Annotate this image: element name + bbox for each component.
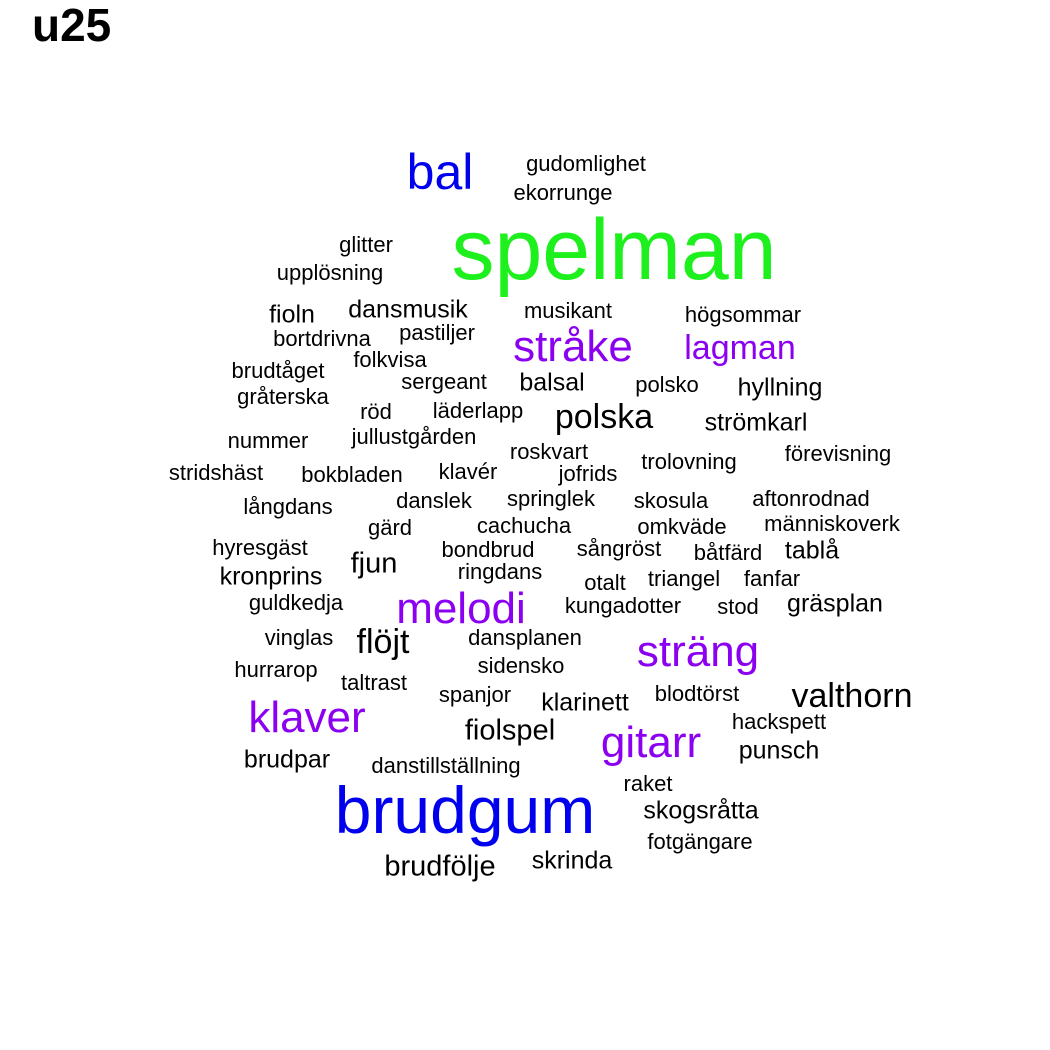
word-skrinda: skrinda bbox=[531, 846, 613, 875]
word-danstillstallning: danstillställning bbox=[371, 753, 521, 778]
word-melodi: melodi bbox=[396, 584, 526, 633]
word-hyresgast: hyresgäst bbox=[212, 535, 308, 560]
word-pastiljer: pastiljer bbox=[399, 320, 475, 345]
word-flojt: flöjt bbox=[356, 623, 410, 661]
word-roskvart: roskvart bbox=[509, 439, 589, 464]
word-fiolspel: fiolspel bbox=[464, 714, 556, 747]
word-lagman: lagman bbox=[684, 329, 796, 367]
word-klaver: klavér bbox=[438, 459, 498, 484]
word-klaver: klaver bbox=[248, 693, 366, 742]
word-fanfar: fanfar bbox=[743, 566, 801, 591]
word-strang: sträng bbox=[636, 627, 760, 676]
word-bondbrud: bondbrud bbox=[441, 537, 535, 562]
word-skogsratta: skogsråtta bbox=[643, 796, 759, 825]
word-fotgangare: fotgängare bbox=[647, 829, 753, 854]
word-strake: stråke bbox=[513, 322, 633, 371]
word-spelman: spelman bbox=[451, 202, 777, 298]
word-hurrarop: hurrarop bbox=[234, 657, 318, 682]
word-folkvisa: folkvisa bbox=[353, 347, 427, 372]
word-forevisning: förevisning bbox=[784, 441, 892, 466]
word-laderlapp: läderlapp bbox=[432, 398, 524, 423]
word-kronprins: kronprins bbox=[219, 562, 323, 591]
word-gitarr: gitarr bbox=[600, 718, 702, 767]
word-sidensko: sidensko bbox=[477, 653, 565, 678]
word-spanjor: spanjor bbox=[438, 682, 512, 707]
word-hackspett: hackspett bbox=[731, 709, 827, 734]
word-brudtaget: brudtåget bbox=[231, 358, 325, 383]
word-sangrost: sångröst bbox=[576, 536, 662, 561]
word-stod: stod bbox=[717, 594, 759, 619]
word-triangel: triangel bbox=[647, 566, 721, 591]
word-blodtorst: blodtörst bbox=[654, 681, 740, 706]
word-jofrids: jofrids bbox=[558, 461, 618, 486]
word-rod: röd bbox=[360, 399, 392, 424]
word-fjun: fjun bbox=[350, 547, 398, 580]
word-ringdans: ringdans bbox=[457, 559, 543, 584]
word-dansmusik: dansmusik bbox=[348, 295, 468, 324]
word-bortdrivna: bortdrivna bbox=[273, 326, 371, 351]
word-brudgum: brudgum bbox=[334, 773, 596, 847]
word-nummer: nummer bbox=[227, 428, 309, 453]
word-bokbladen: bokbladen bbox=[301, 462, 403, 487]
word-kungadotter: kungadotter bbox=[564, 593, 682, 618]
word-polsko: polsko bbox=[635, 372, 699, 397]
word-taltrast: taltrast bbox=[340, 670, 408, 695]
word-brudpar: brudpar bbox=[243, 745, 331, 774]
word-balsal: balsal bbox=[519, 368, 585, 397]
word-klarinett: klarinett bbox=[541, 688, 629, 717]
word-batfard: båtfärd bbox=[693, 540, 763, 565]
word-dansplanen: dansplanen bbox=[468, 625, 582, 650]
word-glitter: glitter bbox=[339, 232, 393, 257]
word-trolovning: trolovning bbox=[641, 449, 737, 474]
word-brudfolje: brudfölje bbox=[384, 850, 496, 883]
word-hogsommar: högsommar bbox=[684, 302, 802, 327]
word-polska: polska bbox=[554, 398, 654, 436]
word-fioln: fioln bbox=[269, 300, 315, 329]
word-springlek: springlek bbox=[506, 486, 596, 511]
word-omkvade: omkväde bbox=[637, 514, 727, 539]
word-otalt: otalt bbox=[584, 570, 626, 595]
word-danslek: danslek bbox=[396, 488, 472, 513]
word-stromkarl: strömkarl bbox=[704, 408, 808, 437]
page-title: u25 bbox=[32, 0, 112, 51]
word-jullustgarden: jullustgården bbox=[351, 424, 477, 449]
word-cachucha: cachucha bbox=[476, 513, 572, 538]
word-gard: gärd bbox=[367, 515, 413, 540]
word-manniskoverk: människoverk bbox=[764, 511, 900, 536]
word-langdans: långdans bbox=[243, 494, 333, 519]
word-stridshast: stridshäst bbox=[168, 460, 264, 485]
word-valthorn: valthorn bbox=[791, 677, 913, 715]
word-graterska: gråterska bbox=[237, 384, 329, 409]
word-guldkedja: guldkedja bbox=[248, 590, 344, 615]
word-hyllning: hyllning bbox=[737, 373, 823, 402]
word-gudomlighet: gudomlighet bbox=[526, 151, 646, 176]
word-ekorrunge: ekorrunge bbox=[513, 180, 613, 205]
word-vinglas: vinglas bbox=[264, 625, 334, 650]
word-skosula: skosula bbox=[633, 488, 709, 513]
word-aftonrodnad: aftonrodnad bbox=[752, 486, 870, 511]
word-grasplan: gräsplan bbox=[787, 589, 883, 618]
word-punsch: punsch bbox=[738, 736, 820, 765]
word-sergeant: sergeant bbox=[401, 369, 487, 394]
word-musikant: musikant bbox=[523, 298, 613, 323]
word-tabla: tablå bbox=[784, 536, 840, 565]
word-bal: bal bbox=[406, 144, 474, 200]
word-raket: raket bbox=[623, 771, 673, 796]
word-upplosning: upplösning bbox=[276, 260, 384, 285]
